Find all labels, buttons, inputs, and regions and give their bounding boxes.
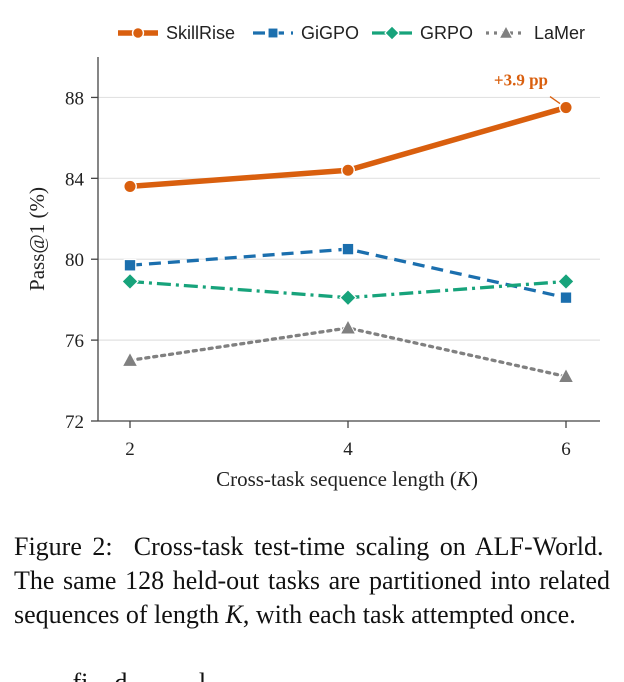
caption-text-end: , with each task attempted once. xyxy=(242,600,576,629)
y-axis-title: Pass@1 (%) xyxy=(25,187,49,291)
series-group xyxy=(121,100,575,384)
data-point-grpo xyxy=(339,288,357,307)
data-point-lamer xyxy=(339,318,357,335)
legend-label-lamer: LaMer xyxy=(534,23,585,43)
axes xyxy=(97,57,600,422)
data-point-gigpo xyxy=(341,242,355,256)
x-tick-label: 2 xyxy=(125,439,135,460)
ticks: 72 76 80 84 88 2 4 6 xyxy=(65,88,571,460)
figure-caption: Figure 2: Cross-task test-time scaling o… xyxy=(14,530,610,632)
annotation-pointer xyxy=(549,96,561,105)
grid-lines xyxy=(98,96,600,341)
legend-marker-lamer xyxy=(498,24,514,39)
line-chart: SkillRise GiGPO GRPO LaMer 72 76 80 84 88 2 4 6 +3… xyxy=(25,23,600,491)
legend: SkillRise GiGPO GRPO LaMer xyxy=(118,23,585,43)
data-point-gigpo xyxy=(123,258,137,272)
legend-label-gigpo: GiGPO xyxy=(301,23,359,43)
legend-label-skillrise: SkillRise xyxy=(166,23,235,43)
caption-text: Figure 2: Cross-task test-time scaling o… xyxy=(14,532,610,629)
caption-variable: K xyxy=(225,600,243,629)
legend-marker-gigpo xyxy=(267,27,279,39)
data-point-skillrise xyxy=(559,100,573,115)
legend-marker-grpo xyxy=(384,25,400,41)
x-axis-title: Cross-task sequence length (K) xyxy=(216,467,478,491)
x-tick-label: 4 xyxy=(343,439,353,460)
legend-label-grpo: GRPO xyxy=(420,23,473,43)
data-point-grpo xyxy=(121,272,139,291)
data-point-gigpo xyxy=(559,291,573,305)
y-tick-label: 80 xyxy=(65,250,84,271)
data-point-skillrise xyxy=(341,163,355,178)
x-axis-title-main: Cross-task sequence length ( xyxy=(216,467,457,491)
x-axis-title-close: ) xyxy=(471,467,478,491)
cut-off-text-line: fi d l xyxy=(14,668,610,682)
data-point-lamer xyxy=(121,351,139,367)
data-point-lamer xyxy=(557,367,575,384)
x-axis-title-var: K xyxy=(456,467,472,491)
y-tick-label: 84 xyxy=(65,169,85,190)
data-point-skillrise xyxy=(123,179,137,194)
annotations: +3.9 pp xyxy=(494,71,561,105)
legend-marker-skillrise xyxy=(131,26,145,40)
series-line-lamer xyxy=(128,326,568,379)
x-tick-label: 6 xyxy=(561,439,571,460)
data-point-grpo xyxy=(557,272,575,291)
y-tick-label: 76 xyxy=(65,331,84,352)
y-tick-label: 72 xyxy=(65,412,84,433)
annotation-label: +3.9 pp xyxy=(494,71,548,90)
y-tick-label: 88 xyxy=(65,88,84,109)
